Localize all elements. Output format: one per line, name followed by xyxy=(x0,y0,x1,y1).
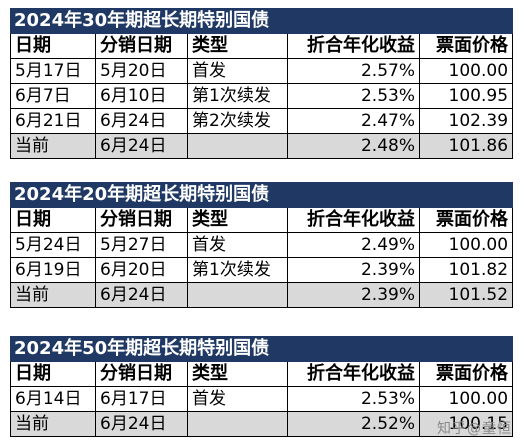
bond-table-20y: 2024年20年期超长期特别国债 日期 分销日期 类型 折合年化收益 票面价格 … xyxy=(9,182,514,308)
table-row: 6月14日 6月17日 首发 2.53% 100.00 xyxy=(10,386,514,412)
cell-date: 当前 xyxy=(10,282,96,308)
cell-dist-date: 6月24日 xyxy=(95,282,188,308)
cell-date: 6月7日 xyxy=(10,83,96,109)
header-yield: 折合年化收益 xyxy=(287,361,420,387)
cell-date: 5月17日 xyxy=(10,58,96,84)
cell-dist-date: 6月17日 xyxy=(95,386,188,412)
table-row: 5月24日 5月27日 首发 2.49% 100.00 xyxy=(10,232,514,258)
bond-table-30y: 2024年30年期超长期特别国债 日期 分销日期 类型 折合年化收益 票面价格 … xyxy=(9,8,514,159)
watermark: 知乎@童恒 xyxy=(437,421,512,437)
header-dist-date: 分销日期 xyxy=(95,361,188,387)
current-row: 当前 6月24日 2.52% 100.15 xyxy=(10,411,514,437)
header-price: 票面价格 xyxy=(418,33,514,59)
cell-date: 6月14日 xyxy=(10,386,96,412)
cell-date: 6月19日 xyxy=(10,257,96,283)
table-row: 5月17日 5月20日 首发 2.57% 100.00 xyxy=(10,58,514,84)
cell-price: 100.00 xyxy=(418,386,514,412)
cell-type: 第1次续发 xyxy=(187,83,288,109)
cell-yield: 2.52% xyxy=(287,411,420,437)
cell-price: 101.82 xyxy=(418,257,514,283)
cell-dist-date: 6月24日 xyxy=(95,133,188,159)
cell-price: 100.95 xyxy=(418,83,514,109)
cell-type: 首发 xyxy=(187,386,288,412)
table-title: 2024年30年期超长期特别国债 xyxy=(9,8,514,34)
header-date: 日期 xyxy=(10,207,96,233)
cell-dist-date: 5月27日 xyxy=(95,232,188,258)
cell-price: 101.86 xyxy=(418,133,514,159)
header-type: 类型 xyxy=(187,207,288,233)
cell-date: 当前 xyxy=(10,133,96,159)
cell-date: 当前 xyxy=(10,411,96,437)
cell-price: 100.15 xyxy=(418,411,514,437)
header-date: 日期 xyxy=(10,361,96,387)
cell-yield: 2.39% xyxy=(287,282,420,308)
table-row: 6月7日 6月10日 第1次续发 2.53% 100.95 xyxy=(10,83,514,109)
cell-dist-date: 6月20日 xyxy=(95,257,188,283)
cell-type xyxy=(187,411,288,437)
cell-dist-date: 6月24日 xyxy=(95,108,188,134)
cell-price: 102.39 xyxy=(418,108,514,134)
cell-type: 首发 xyxy=(187,232,288,258)
table-title: 2024年50年期超长期特别国债 xyxy=(9,336,514,362)
table-row: 6月21日 6月24日 第2次续发 2.47% 102.39 xyxy=(10,108,514,134)
current-row: 当前 6月24日 2.48% 101.86 xyxy=(10,133,514,159)
cell-yield: 2.53% xyxy=(287,83,420,109)
cell-date: 5月24日 xyxy=(10,232,96,258)
cell-date: 6月21日 xyxy=(10,108,96,134)
cell-yield: 2.39% xyxy=(287,257,420,283)
cell-type xyxy=(187,282,288,308)
cell-type: 第1次续发 xyxy=(187,257,288,283)
cell-type: 第2次续发 xyxy=(187,108,288,134)
cell-dist-date: 6月24日 xyxy=(95,411,188,437)
table-row: 6月19日 6月20日 第1次续发 2.39% 101.82 xyxy=(10,257,514,283)
cell-dist-date: 6月10日 xyxy=(95,83,188,109)
header-price: 票面价格 xyxy=(418,207,514,233)
bond-table-50y: 2024年50年期超长期特别国债 日期 分销日期 类型 折合年化收益 票面价格 … xyxy=(9,336,514,437)
cell-price: 101.52 xyxy=(418,282,514,308)
header-type: 类型 xyxy=(187,33,288,59)
cell-price: 100.00 xyxy=(418,232,514,258)
cell-price: 100.00 xyxy=(418,58,514,84)
cell-yield: 2.53% xyxy=(287,386,420,412)
header-dist-date: 分销日期 xyxy=(95,207,188,233)
cell-type xyxy=(187,133,288,159)
cell-yield: 2.48% xyxy=(287,133,420,159)
current-row: 当前 6月24日 2.39% 101.52 xyxy=(10,282,514,308)
header-yield: 折合年化收益 xyxy=(287,33,420,59)
header-price: 票面价格 xyxy=(418,361,514,387)
table-title: 2024年20年期超长期特别国债 xyxy=(9,182,514,208)
header-type: 类型 xyxy=(187,361,288,387)
cell-type: 首发 xyxy=(187,58,288,84)
cell-yield: 2.57% xyxy=(287,58,420,84)
header-date: 日期 xyxy=(10,33,96,59)
cell-dist-date: 5月20日 xyxy=(95,58,188,84)
header-dist-date: 分销日期 xyxy=(95,33,188,59)
cell-yield: 2.49% xyxy=(287,232,420,258)
header-yield: 折合年化收益 xyxy=(287,207,420,233)
cell-yield: 2.47% xyxy=(287,108,420,134)
